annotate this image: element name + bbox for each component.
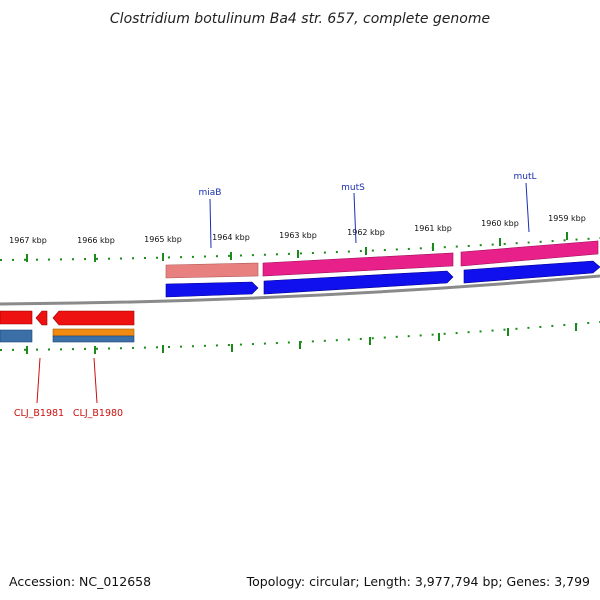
orange-feature-bar[interactable] xyxy=(52,328,135,337)
forward-cds-track xyxy=(165,260,600,298)
kbp-label: 1960 kbp xyxy=(481,219,519,228)
reverse-gene-labels: CLJ_B1981 CLJ_B1980 xyxy=(14,357,123,419)
forward-gene-labels: miaB mutS mutL xyxy=(199,172,537,249)
kbp-label: 1963 kbp xyxy=(279,231,317,240)
kbp-label: 1967 kbp xyxy=(9,236,47,245)
cds-reverse-bar[interactable] xyxy=(0,329,33,343)
leader-line xyxy=(93,357,98,404)
genome-backbone xyxy=(0,274,600,306)
genome-summary: Topology: circular; Length: 3,977,794 bp… xyxy=(246,574,590,589)
gene-label-clj-b1980[interactable]: CLJ_B1980 xyxy=(73,408,123,419)
kbp-label: 1965 kbp xyxy=(144,235,182,244)
leader-line xyxy=(353,192,357,244)
forward-gene-track xyxy=(165,240,599,279)
kbp-label: 1959 kbp xyxy=(548,214,586,223)
cds-reverse-bar[interactable] xyxy=(52,335,135,343)
inner-tick-track xyxy=(0,321,600,354)
kbp-label: 1962 kbp xyxy=(347,228,385,237)
gene-label-clj-b1981[interactable]: CLJ_B1981 xyxy=(14,408,64,419)
cds-arrow[interactable] xyxy=(263,270,454,295)
cds-arrow[interactable] xyxy=(165,281,259,298)
leader-line xyxy=(525,182,530,233)
leader-line xyxy=(36,357,41,404)
gene-miab[interactable] xyxy=(165,262,259,279)
reverse-cds-track xyxy=(0,328,135,343)
gene-mutl[interactable] xyxy=(460,240,599,267)
gene-clj-b1980[interactable] xyxy=(52,310,135,326)
gene-clj-b1981-arrow[interactable] xyxy=(35,310,48,326)
gene-clj-b1981[interactable] xyxy=(0,310,33,325)
outer-tick-track xyxy=(0,232,600,262)
outer-tick-dotted-line xyxy=(0,237,600,261)
gene-label-muts[interactable]: mutS xyxy=(341,183,365,193)
kbp-label: 1966 kbp xyxy=(77,236,115,245)
gene-muts[interactable] xyxy=(262,252,454,277)
gene-label-mutl[interactable]: mutL xyxy=(513,172,536,182)
kbp-label: 1961 kbp xyxy=(414,224,452,233)
cds-arrow[interactable] xyxy=(463,260,600,284)
accession-label: Accession: NC_012658 xyxy=(9,574,151,589)
gene-label-miab[interactable]: miaB xyxy=(199,188,222,198)
reverse-gene-track xyxy=(0,310,135,326)
map-title: Clostridium botulinum Ba4 str. 657, comp… xyxy=(110,11,490,27)
leader-line xyxy=(209,198,212,249)
coordinate-labels: 1967 kbp 1966 kbp 1965 kbp 1964 kbp 1963… xyxy=(9,214,586,245)
kbp-label: 1964 kbp xyxy=(212,233,250,242)
